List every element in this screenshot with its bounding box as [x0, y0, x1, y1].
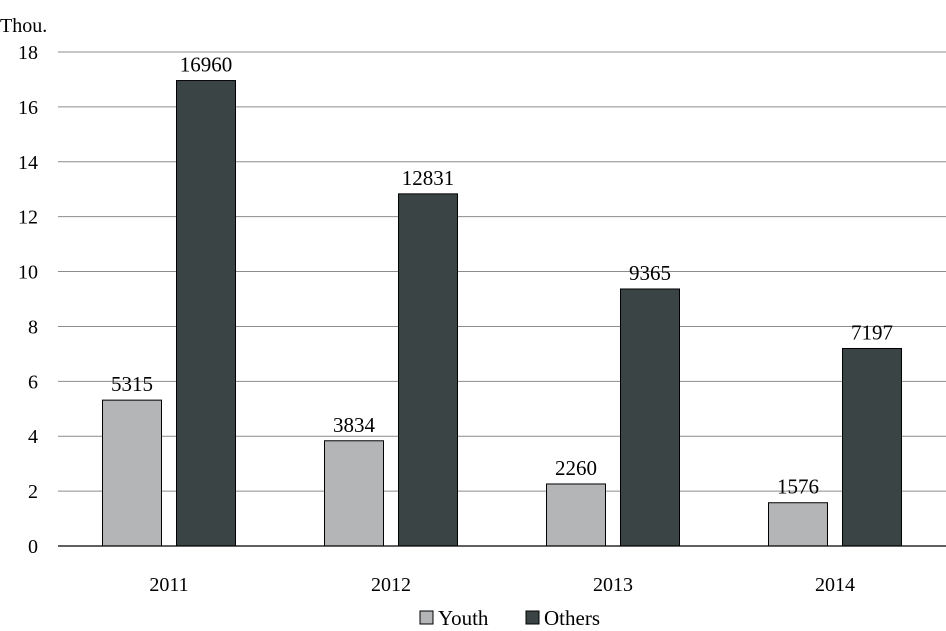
- y-tick-label: 2: [28, 481, 38, 503]
- bars: [102, 80, 902, 547]
- legend-label-others: Others: [544, 606, 600, 630]
- x-axis-tick-labels: 2011 2012 2013 2014: [149, 574, 855, 596]
- data-label: 1576: [777, 475, 819, 499]
- y-tick-label: 14: [18, 152, 38, 174]
- x-tick-label: 2013: [593, 574, 633, 596]
- y-axis-unit-label: Thou.: [0, 15, 47, 37]
- bar-youth-2011: [102, 399, 162, 547]
- y-tick-label: 8: [28, 316, 38, 338]
- data-label: 12831: [402, 166, 455, 190]
- y-tick-label: 0: [28, 536, 38, 558]
- bar-youth-2012: [324, 440, 384, 547]
- data-label: 7197: [851, 320, 893, 344]
- y-tick-label: 6: [28, 371, 38, 393]
- legend: Youth Others: [419, 606, 600, 630]
- legend-swatch-others: [525, 610, 540, 625]
- bar-others-2012: [398, 193, 458, 547]
- x-tick-label: 2012: [371, 574, 411, 596]
- bar-youth-2013: [546, 483, 606, 547]
- bar-youth-2014: [768, 502, 828, 547]
- y-tick-label: 16: [18, 97, 38, 119]
- y-tick-label: 12: [18, 207, 38, 229]
- data-label: 2260: [555, 456, 597, 480]
- legend-swatch-youth: [419, 610, 434, 625]
- x-tick-label: 2011: [149, 574, 188, 596]
- data-label: 3834: [333, 413, 376, 437]
- x-tick-label: 2014: [815, 574, 855, 596]
- bar-others-2013: [620, 288, 680, 547]
- data-labels: 5315 16960 3834 12831 2260 9365 1576 7197: [111, 53, 893, 499]
- y-tick-label: 18: [18, 42, 38, 64]
- y-axis-tick-labels: 0 2 4 6 8 10 12 14 16 18: [18, 42, 38, 558]
- legend-label-youth: Youth: [438, 606, 489, 630]
- bar-others-2011: [176, 80, 236, 547]
- bar-others-2014: [842, 347, 902, 547]
- data-label: 5315: [111, 372, 153, 396]
- y-tick-label: 4: [28, 426, 38, 448]
- data-label: 9365: [629, 261, 671, 285]
- data-label: 16960: [180, 53, 233, 77]
- y-tick-label: 10: [18, 262, 38, 284]
